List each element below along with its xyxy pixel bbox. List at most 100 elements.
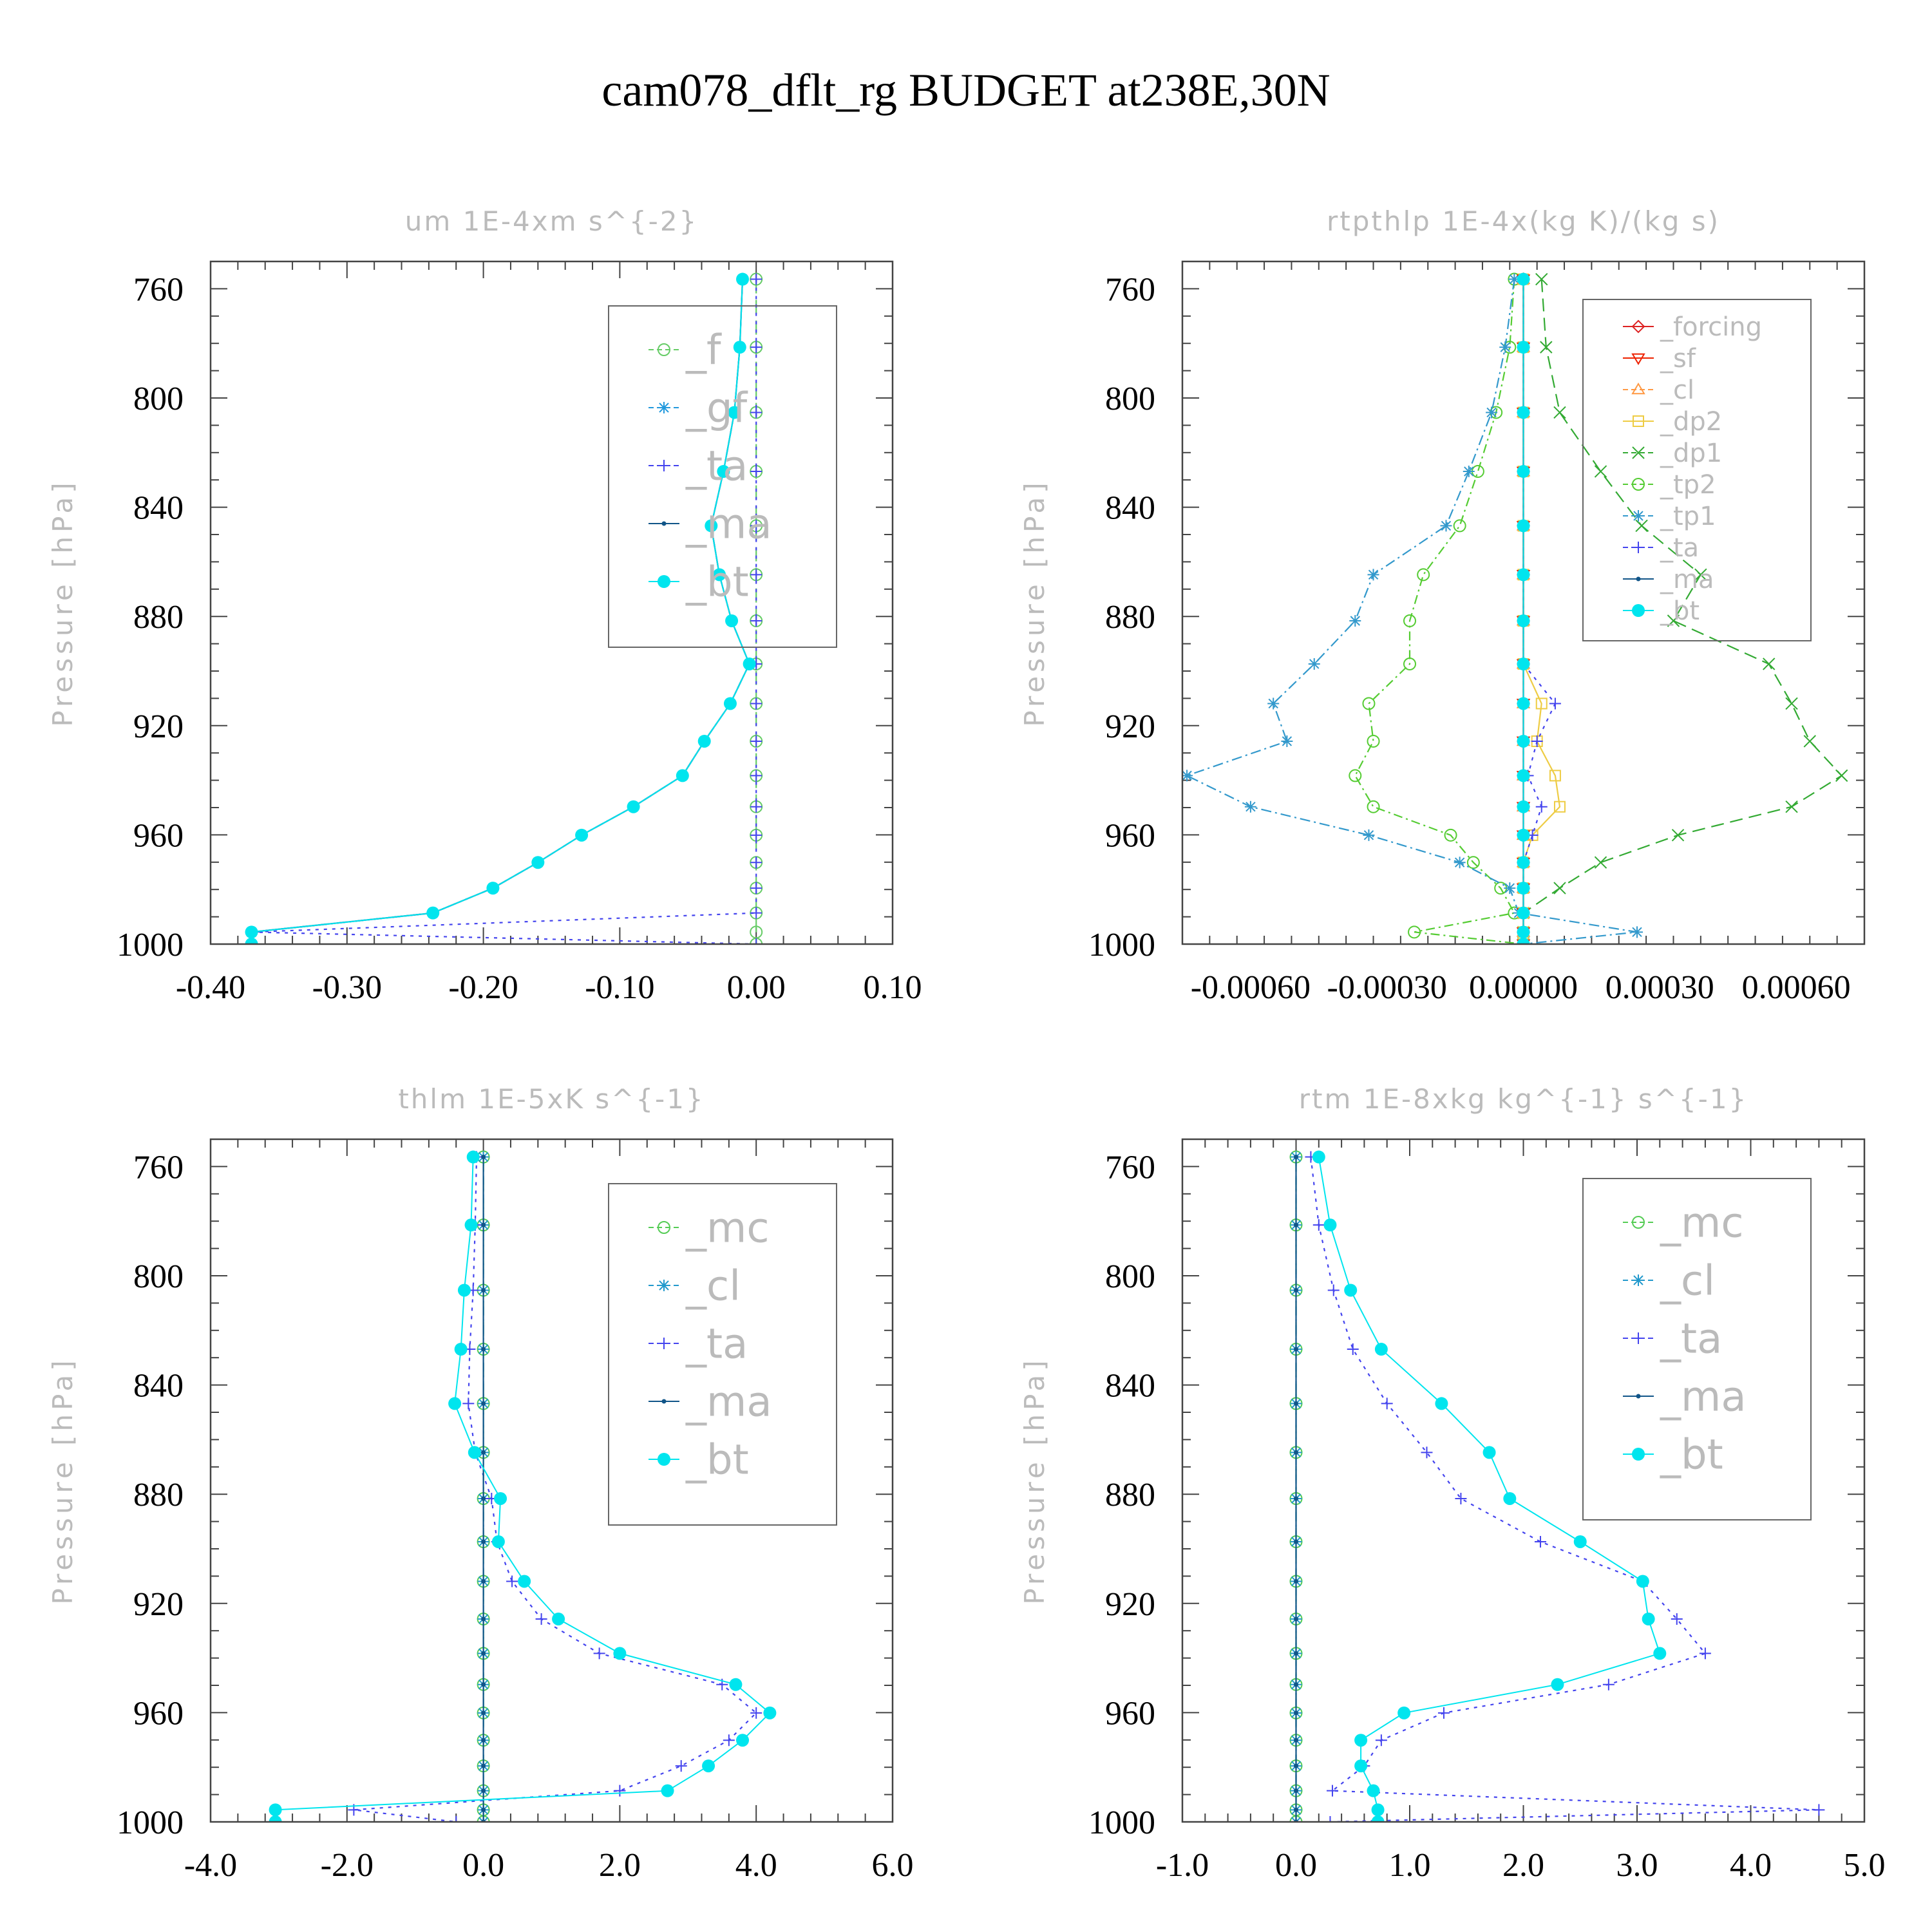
point-ma <box>1294 1450 1298 1455</box>
legend-label: _ma <box>685 1378 772 1426</box>
legend-item-mc: _mc <box>1623 1199 1744 1247</box>
plot-frame <box>1181 1138 1866 1823</box>
legend-item-ta: _ta <box>1623 533 1699 563</box>
point-ma <box>1294 1155 1298 1160</box>
legend: _mc _cl _ta _ma _bt <box>1582 1178 1812 1520</box>
point-dp2 <box>1549 770 1561 782</box>
point-ma <box>481 1710 486 1716</box>
legend-item-mc: _mc <box>649 1204 770 1252</box>
point-ta <box>1455 1492 1467 1504</box>
point-bt <box>1517 800 1530 813</box>
point-tp1 <box>1486 406 1498 419</box>
legend-marker <box>1633 510 1644 522</box>
point-bt <box>1517 882 1530 895</box>
legend-marker <box>1631 383 1645 395</box>
point-ta <box>506 1575 518 1587</box>
x-tick-label: 2.0 <box>599 1847 641 1884</box>
point-bt <box>494 1492 507 1505</box>
legend-label: _ta <box>685 1320 748 1368</box>
point-bt <box>466 1150 480 1164</box>
point-bt <box>1371 1815 1385 1822</box>
point-ma <box>1294 1788 1298 1794</box>
point-ta <box>750 938 762 944</box>
legend-label: _dp2 <box>1660 407 1722 437</box>
point-bt <box>1517 657 1530 670</box>
point-ta <box>1347 1343 1359 1356</box>
point-bt <box>713 568 726 582</box>
series-line-bt <box>1318 1157 1661 1822</box>
point-ma <box>1294 1616 1298 1622</box>
legend-item-ma: _ma <box>649 500 772 548</box>
y-tick-label: 840 <box>1105 1368 1155 1405</box>
plot-frame <box>1181 260 1866 945</box>
point-ta <box>750 569 762 581</box>
point-bt <box>1503 1492 1517 1505</box>
point-bt <box>1517 769 1530 782</box>
point-tp2 <box>1417 568 1430 582</box>
legend-label: _ma <box>1660 565 1714 594</box>
legend-label: _ma <box>685 500 772 548</box>
point-bt <box>454 1343 468 1356</box>
legend-marker <box>1636 1394 1641 1399</box>
legend-marker <box>1633 1274 1644 1286</box>
point-tp1 <box>1349 614 1361 627</box>
point-tp1 <box>1504 882 1516 895</box>
point-bt <box>725 614 739 627</box>
point-ta <box>1326 1785 1338 1797</box>
point-dp1 <box>1835 769 1848 782</box>
legend-label: _forcing <box>1660 312 1762 342</box>
point-bt <box>1371 1803 1385 1817</box>
point-ta <box>750 770 762 782</box>
y-tick-label: 1000 <box>117 1804 184 1841</box>
series-line-tp1 <box>1185 279 1638 944</box>
y-tick-label: 880 <box>133 1477 184 1513</box>
point-bt <box>468 1446 481 1459</box>
legend-item-tp2: _tp2 <box>1623 470 1716 500</box>
panels: um 1E-4xm s^{-2} Pressure [hPa] 760 800 840 8… <box>47 205 1886 1884</box>
y-axis-label: Pressure [hPa] <box>47 1356 79 1604</box>
y-tick-label: 960 <box>133 1695 184 1732</box>
point-ma <box>481 1496 486 1501</box>
y-tick-label: 800 <box>133 1258 184 1295</box>
y-tick-label: 800 <box>1105 381 1155 417</box>
point-ma <box>481 1616 486 1622</box>
point-bt <box>448 1397 462 1410</box>
series-line-bt <box>251 279 750 944</box>
point-bt <box>1642 1612 1655 1625</box>
x-tick-label: 0.0 <box>462 1847 504 1884</box>
point-bt <box>552 1612 565 1625</box>
point-ta <box>450 1816 462 1822</box>
legend-label: _mc <box>1660 1199 1744 1247</box>
point-ta <box>1312 1219 1325 1231</box>
legend-item-dp1: _dp1 <box>1623 439 1722 468</box>
x-tick-label: -1.0 <box>1156 1847 1209 1884</box>
point-bt <box>1367 1784 1380 1797</box>
x-tick-label: 3.0 <box>1616 1847 1658 1884</box>
x-tick-label: 0.00 <box>727 969 786 1006</box>
point-tp2 <box>1453 519 1466 533</box>
point-tp1 <box>1631 926 1643 938</box>
point-bt <box>457 1283 471 1297</box>
point-dp1 <box>1763 658 1776 670</box>
legend-item-ta: _ta <box>1623 1315 1722 1363</box>
point-bt <box>1354 1759 1368 1773</box>
point-tp2 <box>1367 734 1380 748</box>
plot-frame <box>209 1138 894 1823</box>
y-tick-label: 880 <box>1105 1477 1155 1513</box>
point-dp1 <box>1785 800 1798 813</box>
point-bt <box>1482 1446 1496 1459</box>
point-bt <box>491 1535 505 1548</box>
point-bt <box>1374 1343 1388 1356</box>
series-line-ta <box>1310 1157 1819 1822</box>
point-bt <box>1517 697 1530 710</box>
point-tp1 <box>1308 658 1320 670</box>
point-ta <box>750 520 762 532</box>
point-bt <box>763 1706 777 1719</box>
y-axis-label: Pressure [hPa] <box>47 478 79 726</box>
point-ta <box>750 735 762 747</box>
y-tick-label: 760 <box>133 271 184 308</box>
point-ma <box>481 1347 486 1352</box>
chart-panel-3: thlm 1E-5xK s^{-1} Pressure [hPa] 760 800 84… <box>47 1083 914 1884</box>
point-bt <box>269 1803 282 1817</box>
